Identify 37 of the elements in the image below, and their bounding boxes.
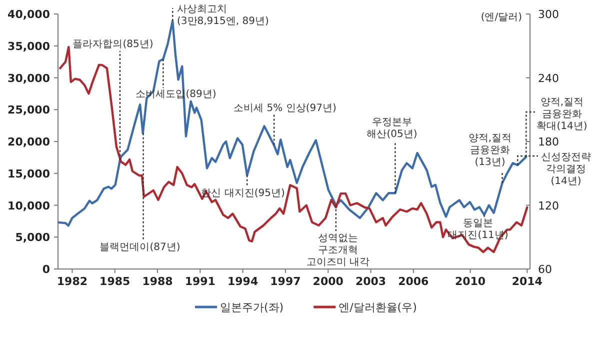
y-tick-label: 30,000 xyxy=(8,72,50,85)
x-tick-label: 2006 xyxy=(398,275,430,288)
y-tick-label: 40,000 xyxy=(8,8,50,21)
annotation: 양적,질적 금융완화 확대(14년) xyxy=(536,97,588,132)
x-tick-label: 1985 xyxy=(100,275,130,288)
annotation: 사상최고치 (3만8,915엔, 89년) xyxy=(177,4,269,27)
x-tick-label: 1997 xyxy=(270,275,301,288)
annotation: 우정본부 해산(05년) xyxy=(366,117,418,140)
x-tick-label: 2000 xyxy=(312,275,344,288)
y2-axis-title: (엔/달러) xyxy=(480,12,522,23)
annotation: 블랙먼데이(87년) xyxy=(100,242,180,253)
x-tick-label: 1982 xyxy=(56,275,88,288)
x-tick-label: 1988 xyxy=(142,275,173,288)
x-tick-label: 1994 xyxy=(228,275,258,288)
y2-tick-label: 240 xyxy=(538,72,559,85)
y-tick-label: 10,000 xyxy=(8,199,50,212)
y-tick-label: 25,000 xyxy=(8,104,50,117)
y2-tick-label: 120 xyxy=(538,199,559,212)
annotation: 성역없는 구조개혁 고이즈미 내각 xyxy=(306,233,370,268)
annotation: 양적,질적 금융완화 (13년) xyxy=(468,133,512,168)
y2-tick-label: 180 xyxy=(538,136,559,148)
legend-label: 엔/달러환율(우) xyxy=(338,301,417,314)
annotation: 신성장전략 각의결정 (14년) xyxy=(541,152,591,187)
x-tick-label: 2010 xyxy=(454,275,486,288)
y2-tick-label: 60 xyxy=(538,263,552,276)
x-tick-label: 1991 xyxy=(184,275,216,288)
x-tick-label: 2003 xyxy=(355,275,386,288)
legend-label: 일본주가(좌) xyxy=(220,301,284,314)
y2-tick-label: 300 xyxy=(538,8,559,21)
y-tick-label: 20,000 xyxy=(8,136,50,148)
y-tick-label: 0 xyxy=(42,263,50,276)
y-tick-label: 15,000 xyxy=(8,167,50,180)
y-tick-label: 5,000 xyxy=(15,231,50,244)
y-tick-label: 35,000 xyxy=(8,40,50,53)
annotation: 소비세 5% 인상(97년) xyxy=(234,103,336,114)
x-tick-label: 2014 xyxy=(512,275,543,288)
annotation: 플라자합의(85년) xyxy=(72,39,154,50)
